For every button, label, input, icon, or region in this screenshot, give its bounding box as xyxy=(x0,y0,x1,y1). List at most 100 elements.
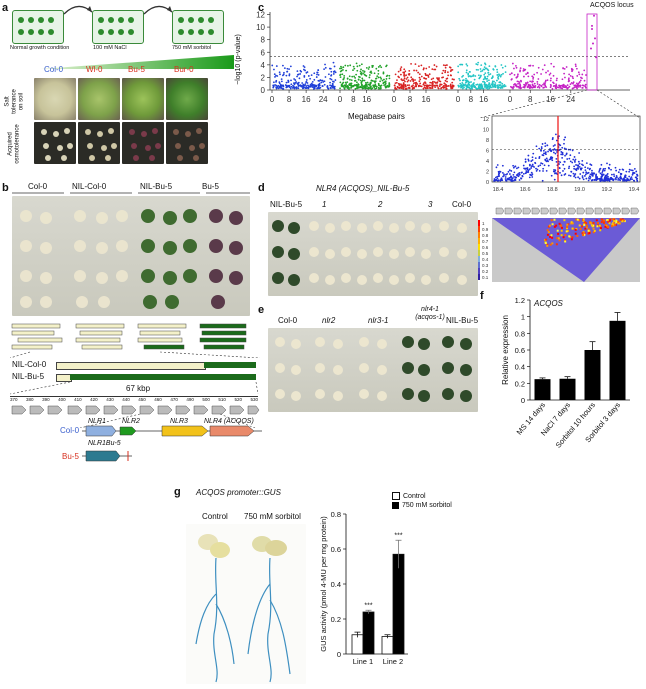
ld-cell xyxy=(560,234,563,237)
snp-point xyxy=(410,85,413,88)
nil-bu5-bar-dark xyxy=(70,374,256,380)
zoom-snp-point xyxy=(563,138,566,141)
zoom-snp-point xyxy=(590,164,593,166)
ld-cell xyxy=(584,227,587,230)
ld-cell xyxy=(604,225,607,228)
zoom-snp-point xyxy=(574,158,577,161)
snp-point xyxy=(548,73,551,76)
chart-g-y-tick-label: 0.2 xyxy=(331,615,341,624)
ld-cell xyxy=(566,223,569,226)
snp-point xyxy=(426,74,429,77)
snp-point xyxy=(544,79,547,82)
snp-point xyxy=(510,72,513,75)
ruler-tick: 370 xyxy=(10,397,18,402)
zoom-snp-point xyxy=(606,179,609,181)
snp-point xyxy=(313,86,316,89)
snp-point xyxy=(531,80,534,83)
ld-cell xyxy=(576,218,579,221)
snp-point xyxy=(306,71,309,73)
ld-cell xyxy=(613,220,616,223)
snp-point xyxy=(515,66,518,69)
snp-point xyxy=(527,84,530,87)
ld-cell xyxy=(551,236,554,239)
x-tick-label: 24 xyxy=(566,95,575,104)
zoom-snp-point xyxy=(561,153,564,156)
snp-point xyxy=(374,80,377,83)
zoom-snp-point xyxy=(561,146,564,149)
y-tick-label: 0 xyxy=(261,86,266,95)
snp-point xyxy=(563,72,566,75)
photo-wl0-soil xyxy=(78,78,120,120)
snp-point xyxy=(349,84,352,87)
ld-scale-label: 0.5 xyxy=(482,251,489,256)
snp-point xyxy=(299,84,302,87)
zoom-snp-point xyxy=(509,179,511,181)
snp-point xyxy=(481,84,483,87)
row-label-salt: Salt tolerance on soil xyxy=(4,88,25,114)
ld-cell xyxy=(576,234,579,237)
snp-point xyxy=(303,74,306,77)
snp-point xyxy=(330,87,332,90)
zoom-snp-point xyxy=(554,133,557,136)
zoom-y-tick-label: 12 xyxy=(483,117,489,123)
snp-point xyxy=(404,80,406,83)
zoom-snp-point xyxy=(564,154,566,157)
ld-cell xyxy=(550,219,553,222)
ld-cell xyxy=(546,229,549,232)
ld-scale-label: 0.8 xyxy=(482,233,489,238)
zoom-x-tick-label: 18.4 xyxy=(493,187,504,193)
snp-point xyxy=(333,87,336,89)
snp-point xyxy=(418,80,421,83)
zoom-snp-point xyxy=(495,166,498,169)
photo-bu5-soil xyxy=(122,78,164,120)
zoom-snp-point xyxy=(493,178,496,180)
snp-point xyxy=(540,73,542,75)
zoom-snp-point xyxy=(558,149,561,151)
snp-point xyxy=(286,67,289,70)
snp-point xyxy=(327,87,330,90)
snp-point xyxy=(426,87,429,90)
ld-cell xyxy=(555,243,558,246)
snp-point xyxy=(369,87,371,90)
zoom-snp-point xyxy=(575,164,577,166)
zoom-snp-point xyxy=(613,175,616,178)
zoom-snp-point xyxy=(548,158,551,161)
snp-point xyxy=(362,69,364,72)
zoom-snp-point xyxy=(547,164,550,167)
snp-point xyxy=(467,72,470,75)
zoom-snp-point xyxy=(620,172,623,175)
snp-point xyxy=(566,84,569,87)
snp-point xyxy=(340,67,343,70)
snp-point xyxy=(365,66,368,69)
snp-point xyxy=(414,83,417,86)
x-tick-label: 16 xyxy=(302,95,311,104)
zoom-snp-point xyxy=(536,168,539,171)
zoom-snp-point xyxy=(528,176,531,179)
snp-point xyxy=(333,85,336,88)
zoom-snp-point xyxy=(560,153,563,156)
snp-point xyxy=(352,69,354,72)
zoom-snp-point xyxy=(558,143,561,146)
zoom-snp-point xyxy=(564,173,567,175)
snp-point xyxy=(583,79,586,82)
snp-point xyxy=(446,80,448,83)
snp-point xyxy=(584,85,587,88)
snp-point xyxy=(431,68,434,71)
zoom-snp-point xyxy=(504,179,507,182)
ld-cell xyxy=(583,222,586,225)
snp-point xyxy=(381,79,384,82)
ld-cell xyxy=(548,224,551,227)
snp-point xyxy=(461,82,464,84)
snp-point xyxy=(416,83,419,85)
snp-point xyxy=(533,82,536,85)
zoom-snp-point xyxy=(531,163,534,166)
chromosome-points xyxy=(339,62,391,90)
snp-point xyxy=(322,81,325,83)
snp-point xyxy=(348,83,351,86)
snp-point xyxy=(418,73,421,76)
snp-point xyxy=(487,87,489,90)
zoom-snp-point xyxy=(578,162,581,165)
snp-point xyxy=(561,78,564,81)
snp-point xyxy=(324,66,327,69)
snp-point xyxy=(370,88,373,90)
